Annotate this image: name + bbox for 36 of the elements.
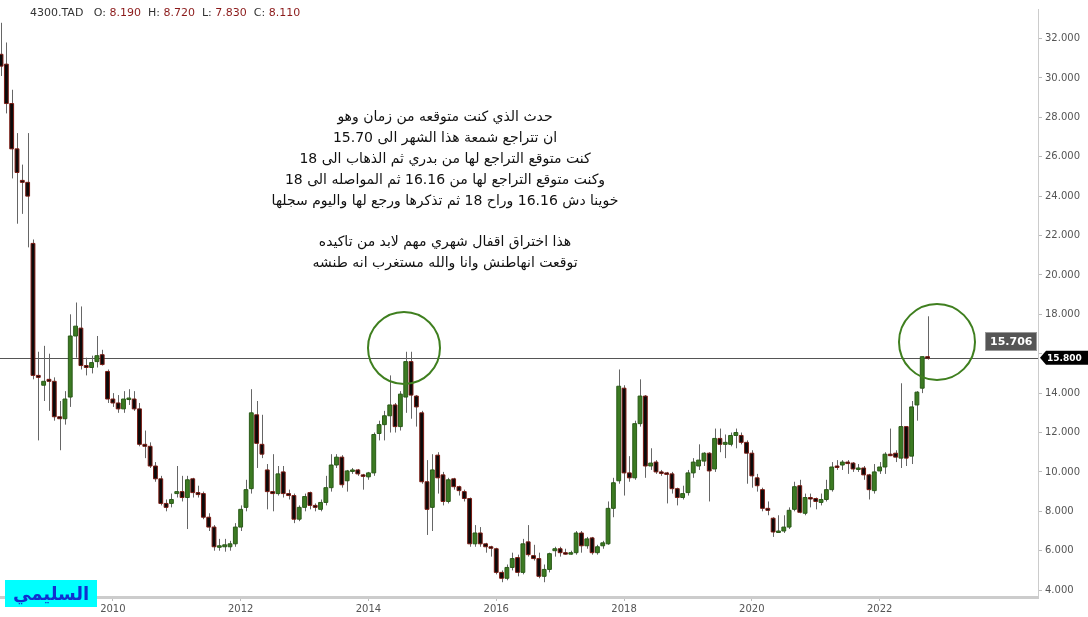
y-tick-label: 10.000 bbox=[1045, 465, 1080, 477]
annotation: السليمي bbox=[5, 580, 98, 607]
y-tick-label: 30.000 bbox=[1045, 71, 1080, 83]
annotation: 15.706 bbox=[985, 332, 1038, 351]
y-tick-label: 4.000 bbox=[1045, 583, 1074, 595]
candlestick bbox=[792, 481, 797, 512]
y-tick-label: 32.000 bbox=[1045, 32, 1080, 44]
y-tick-label: 18.000 bbox=[1045, 307, 1080, 319]
y-tick-label: 6.000 bbox=[1045, 544, 1074, 556]
annotation: خوينا دش 16.16 وراح 18 ثم تذكرها ورجع لها واليوم سجلها bbox=[270, 192, 620, 208]
y-tick-label: 28.000 bbox=[1045, 110, 1080, 122]
y-tick-label: 22.000 bbox=[1045, 229, 1080, 241]
y-tick-label: 24.000 bbox=[1045, 189, 1080, 201]
ref-line-label: 15.800 bbox=[1047, 352, 1082, 363]
y-tick-label: 14.000 bbox=[1045, 386, 1080, 398]
annotation: توقعت انهاطنش وانا والله مستغرب انه طنشه bbox=[311, 254, 579, 270]
annotation: كنت متوقع التراجع لها من بدري ثم الذهاب الى 18 bbox=[298, 150, 592, 166]
x-tick-label: 2010 bbox=[100, 602, 126, 614]
x-tick-label: 2016 bbox=[483, 602, 509, 614]
candlestick bbox=[184, 475, 190, 530]
annotation: هذا اختراق اقفال شهري مهم لابد من تاكيده bbox=[317, 233, 573, 249]
x-tick-label: 2022 bbox=[866, 602, 893, 614]
x-tick-label: 2012 bbox=[227, 602, 254, 614]
chart-title: 4300.TAD O: 8.190 H: 8.720 L: 7.830 C: 8.110 bbox=[30, 6, 301, 19]
annotation: حدث الذي كنت متوقعه من زمان وهو bbox=[336, 108, 554, 124]
x-tick-label: 2018 bbox=[611, 602, 637, 614]
y-tick-label: 26.000 bbox=[1045, 150, 1080, 162]
x-tick-label: 2020 bbox=[739, 602, 765, 614]
annotation: وكنت متوقع التراجع لها من 16.16 ثم المواصله الى 18 bbox=[283, 171, 607, 187]
candlestick bbox=[925, 315, 930, 361]
annotation: ان تتراجع شمعة هذا الشهر الى 15.70 bbox=[331, 129, 559, 145]
y-tick-label: 12.000 bbox=[1045, 426, 1080, 438]
y-tick-label: 20.000 bbox=[1045, 268, 1080, 280]
x-tick-label: 2014 bbox=[355, 602, 382, 614]
y-tick-label: 8.000 bbox=[1045, 504, 1074, 516]
candlestick bbox=[515, 554, 520, 577]
